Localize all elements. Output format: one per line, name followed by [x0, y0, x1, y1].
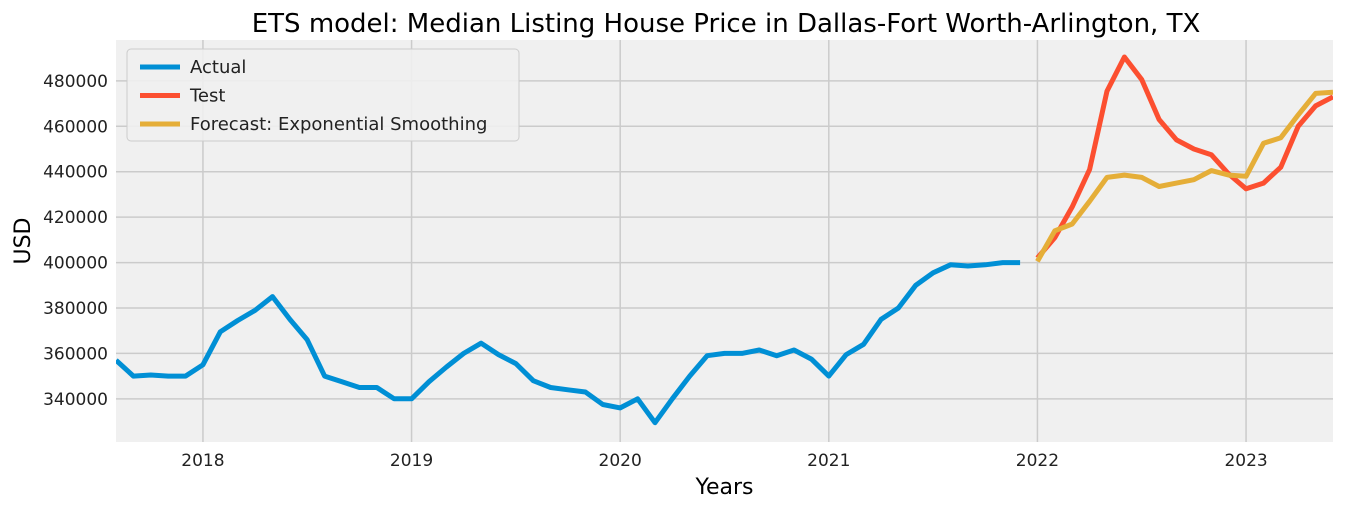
y-tick-label: 440000 [43, 163, 108, 183]
y-tick-label: 360000 [43, 344, 108, 364]
x-tick-label: 2022 [1016, 451, 1059, 471]
legend-box [126, 48, 520, 142]
x-tick-label: 2018 [181, 451, 224, 471]
y-tick-label: 340000 [43, 390, 108, 410]
legend-label: Forecast: Exponential Smoothing [190, 114, 487, 135]
y-tick-label: 400000 [43, 254, 108, 274]
legend: Actual Test Forecast: Exponential Smoothin… [126, 48, 520, 142]
legend-label: Actual [190, 57, 246, 78]
chart-title: ETS model: Median Listing House Price in… [252, 9, 1201, 39]
x-axis-label: Years [694, 475, 753, 500]
x-tick-label: 2023 [1224, 451, 1267, 471]
x-tick-label: 2021 [807, 451, 850, 471]
series-line-test [1035, 54, 1333, 260]
series-line-forecast-exponential-smoothing [1035, 89, 1333, 263]
x-tick-label: 2020 [599, 451, 642, 471]
legend-label: Test [189, 86, 225, 107]
y-tick-label: 460000 [43, 117, 108, 137]
x-axis-ticks: 2018 2019 2020 2021 2022 2023 [181, 451, 1267, 471]
series-layer [116, 54, 1333, 426]
y-tick-label: 420000 [43, 208, 108, 228]
y-axis-ticks: 340000 360000 380000 400000 420000 440000 4600… [43, 72, 108, 410]
y-tick-label: 380000 [43, 299, 108, 319]
y-axis-label: USD [11, 217, 36, 264]
series-line-actual [116, 260, 1021, 426]
x-tick-label: 2019 [390, 451, 433, 471]
y-tick-label: 480000 [43, 72, 108, 92]
